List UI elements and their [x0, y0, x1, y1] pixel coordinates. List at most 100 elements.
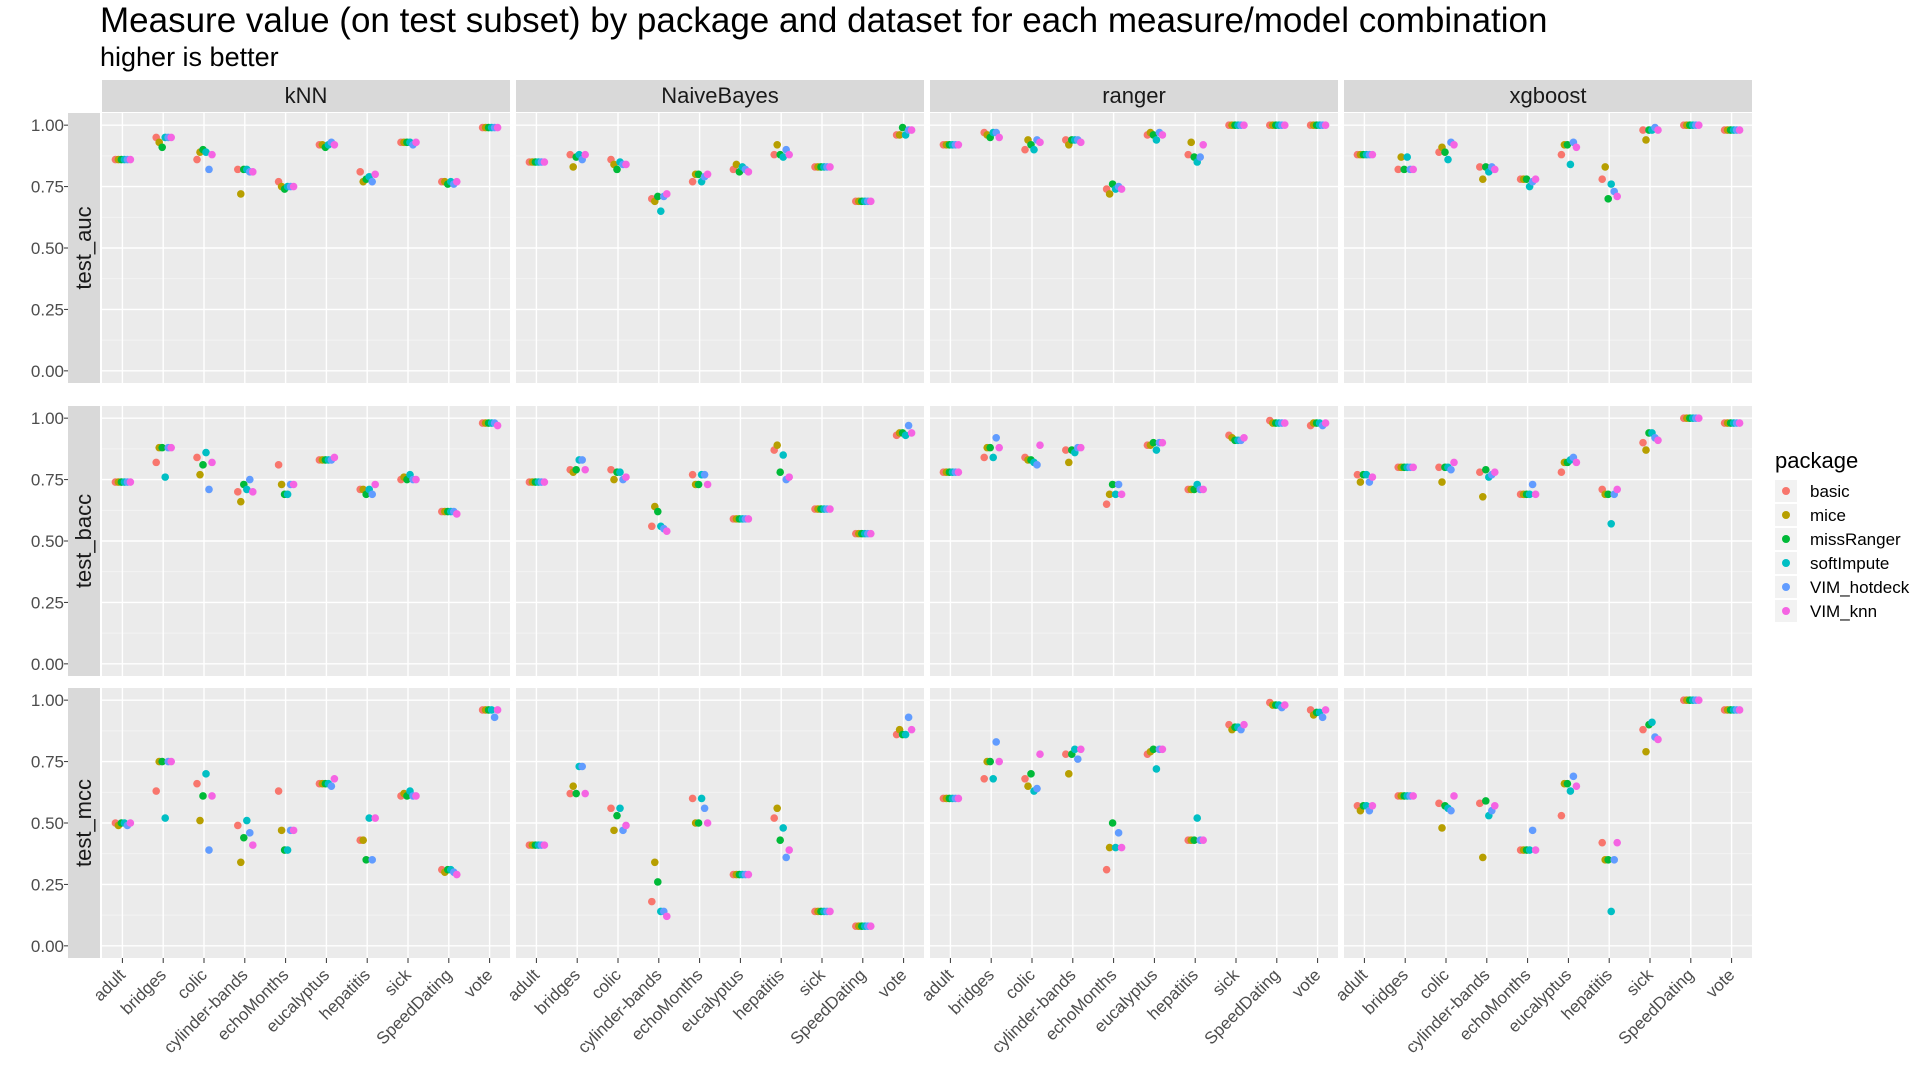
- point-mice: [569, 163, 577, 171]
- point-VIM_knn: [1368, 150, 1377, 159]
- point-VIM_knn: [744, 870, 753, 879]
- legend-point-VIM_knn: [1782, 607, 1790, 615]
- point-softImpute: [901, 431, 910, 440]
- point-VIM_knn: [371, 170, 380, 179]
- point-VIM_hotdeck: [246, 829, 254, 837]
- point-VIM_knn: [907, 725, 916, 734]
- point-mice: [773, 441, 781, 449]
- point-VIM_knn: [493, 123, 502, 132]
- point-basic: [193, 779, 201, 788]
- point-VIM_knn: [995, 133, 1003, 142]
- point-mice: [196, 470, 204, 479]
- point-mice: [895, 131, 904, 139]
- row-strip-label: test_bacc: [71, 494, 96, 588]
- point-mice: [773, 141, 781, 149]
- point-missRanger: [986, 757, 994, 766]
- point-VIM_knn: [1240, 434, 1248, 442]
- point-softImpute: [1111, 843, 1120, 852]
- legend: package basic mice missRanger softImpute VIM…: [1775, 448, 1910, 622]
- column-strip-xgboost: [1344, 80, 1752, 112]
- point-softImpute: [1152, 136, 1161, 144]
- chart-subtitle: higher is better: [100, 42, 279, 72]
- legend-point-missRanger: [1782, 535, 1790, 543]
- point-VIM_knn: [622, 160, 630, 169]
- point-VIM_knn: [126, 478, 135, 486]
- point-basic: [770, 150, 778, 159]
- point-softImpute: [283, 846, 292, 854]
- point-softImpute: [1152, 446, 1161, 454]
- legend-point-basic: [1782, 487, 1790, 495]
- point-VIM_knn: [1321, 706, 1330, 714]
- point-VIM_knn: [1735, 706, 1744, 714]
- x-tick-label: bridges: [945, 965, 998, 1018]
- point-basic: [770, 814, 778, 822]
- point-basic: [1021, 774, 1029, 783]
- point-VIM_knn: [1281, 701, 1289, 709]
- facet-grid: test_auc 0.00 0.25 0.50 0.75 1.00 kNN NaiveBaye…: [31, 80, 1752, 1057]
- column-strip-NaiveBayes: [516, 80, 924, 112]
- point-missRanger: [1604, 490, 1612, 499]
- x-tick-label: sick: [1623, 965, 1657, 999]
- point-VIM_hotdeck: [992, 738, 1000, 746]
- x-tick-label: vote: [874, 965, 910, 1001]
- point-mice: [1479, 853, 1487, 862]
- point-mice: [1105, 190, 1114, 198]
- row-strip-test_auc: [68, 113, 100, 383]
- point-mice: [569, 782, 577, 790]
- point-basic: [234, 165, 242, 174]
- point-softImpute: [901, 730, 910, 739]
- point-basic: [1062, 750, 1070, 759]
- point-VIM_knn: [1735, 126, 1744, 134]
- point-softImpute: [616, 804, 624, 813]
- point-VIM_hotdeck: [1196, 153, 1204, 161]
- point-mice: [732, 160, 741, 169]
- point-basic: [688, 794, 697, 803]
- point-missRanger: [1604, 195, 1612, 203]
- point-VIM_knn: [208, 458, 216, 467]
- y-tick-label: 0.50: [31, 532, 64, 551]
- point-VIM_knn: [1409, 792, 1417, 800]
- point-VIM_knn: [249, 841, 257, 849]
- point-VIM_knn: [744, 168, 753, 176]
- column-strip-label: NaiveBayes: [661, 83, 778, 108]
- y-tick-label: 0.25: [31, 300, 64, 319]
- point-VIM_knn: [581, 150, 589, 159]
- point-VIM_knn: [1158, 131, 1167, 139]
- point-VIM_knn: [1117, 185, 1126, 193]
- point-VIM_hotdeck: [1033, 461, 1041, 469]
- point-mice: [1024, 782, 1032, 790]
- point-VIM_hotdeck: [1033, 784, 1041, 793]
- point-basic: [1639, 126, 1647, 134]
- point-softImpute: [989, 774, 997, 783]
- point-basic: [688, 177, 697, 186]
- point-VIM_knn: [1695, 121, 1703, 129]
- point-missRanger: [776, 836, 784, 844]
- point-basic: [1021, 145, 1029, 154]
- point-basic: [1102, 500, 1111, 508]
- point-softImpute: [202, 448, 210, 457]
- point-basic: [648, 522, 656, 531]
- point-VIM_knn: [1491, 165, 1499, 174]
- point-VIM_knn: [1572, 782, 1581, 790]
- point-missRanger: [694, 819, 703, 827]
- point-VIM_hotdeck: [700, 470, 709, 479]
- point-VIM_knn: [1077, 745, 1085, 754]
- point-VIM_knn: [1281, 121, 1289, 129]
- point-basic: [193, 453, 201, 462]
- row-strip-test_mcc: [68, 688, 100, 958]
- point-VIM_knn: [785, 150, 793, 159]
- point-basic: [1598, 175, 1606, 184]
- point-VIM_knn: [1199, 141, 1207, 149]
- point-basic: [1102, 865, 1111, 874]
- point-VIM_hotdeck: [1569, 772, 1578, 781]
- point-basic: [1435, 799, 1443, 808]
- column-strip-label: ranger: [1102, 83, 1166, 108]
- point-VIM_knn: [826, 505, 834, 513]
- point-softImpute: [1152, 765, 1161, 773]
- point-VIM_knn: [371, 480, 380, 489]
- point-VIM_knn: [453, 177, 461, 186]
- point-VIM_hotdeck: [205, 165, 213, 174]
- legend-title: package: [1775, 448, 1858, 473]
- point-softImpute: [1566, 787, 1575, 795]
- point-missRanger: [158, 757, 166, 766]
